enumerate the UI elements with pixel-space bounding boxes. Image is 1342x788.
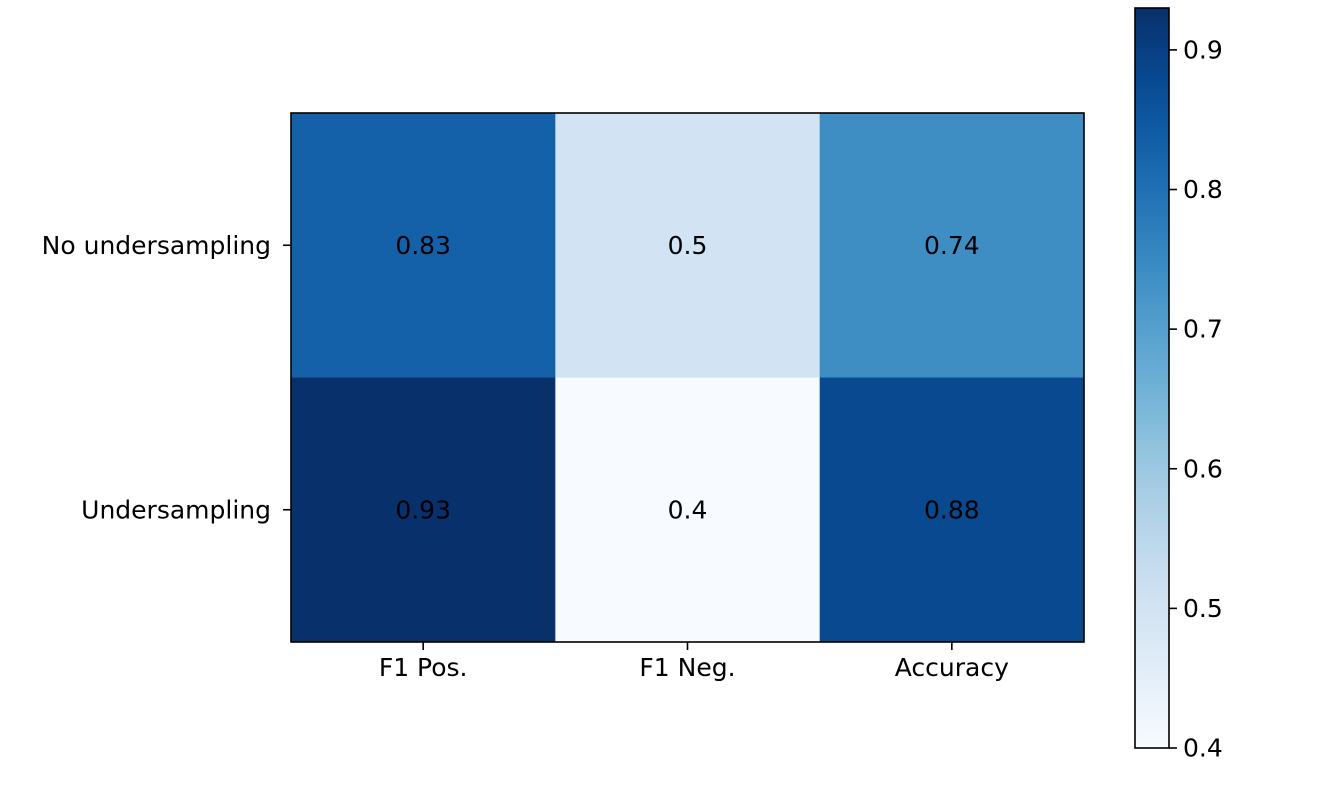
cell-value-label: 0.93 [395, 495, 451, 524]
cell-value-label: 0.88 [924, 495, 980, 524]
x-tick-label: F1 Neg. [639, 653, 735, 682]
cell-value-label: 0.5 [668, 231, 708, 260]
colorbar: 0.4 0.5 0.6 0.7 0.8 0.9 [1134, 7, 1223, 763]
y-tick-label: Undersampling [81, 495, 271, 524]
colorbar-frame [1134, 7, 1170, 749]
cell-value-label: 0.74 [924, 231, 980, 260]
colorbar-tick-label: 0.6 [1183, 454, 1223, 483]
colorbar-tick-label: 0.5 [1183, 594, 1223, 623]
y-axis: No undersampling Undersampling [42, 231, 291, 524]
heatmap-cells: 0.83 0.5 0.74 0.93 0.4 0.88 [291, 113, 1085, 643]
heatmap-cell [555, 377, 821, 643]
heatmap-cell [291, 377, 556, 643]
cell-value-label: 0.4 [668, 495, 708, 524]
colorbar-tick-label: 0.9 [1183, 35, 1223, 64]
colorbar-gradient [1135, 8, 1169, 748]
y-tick-label: No undersampling [42, 231, 271, 260]
x-tick-label: F1 Pos. [379, 653, 468, 682]
colorbar-ticks: 0.4 0.5 0.6 0.7 0.8 0.9 [1169, 35, 1223, 763]
cell-value-label: 0.83 [395, 231, 451, 260]
heatmap-cell [819, 113, 1085, 378]
heatmap-cell [819, 377, 1085, 643]
x-axis: F1 Pos. F1 Neg. Accuracy [379, 642, 1009, 682]
colorbar-tick-label: 0.8 [1183, 175, 1223, 204]
colorbar-tick-label: 0.4 [1183, 734, 1223, 763]
x-tick-label: Accuracy [895, 653, 1009, 682]
colorbar-tick-label: 0.7 [1183, 315, 1223, 344]
heatmap-cell [555, 113, 821, 378]
heatmap-cell [291, 113, 556, 378]
